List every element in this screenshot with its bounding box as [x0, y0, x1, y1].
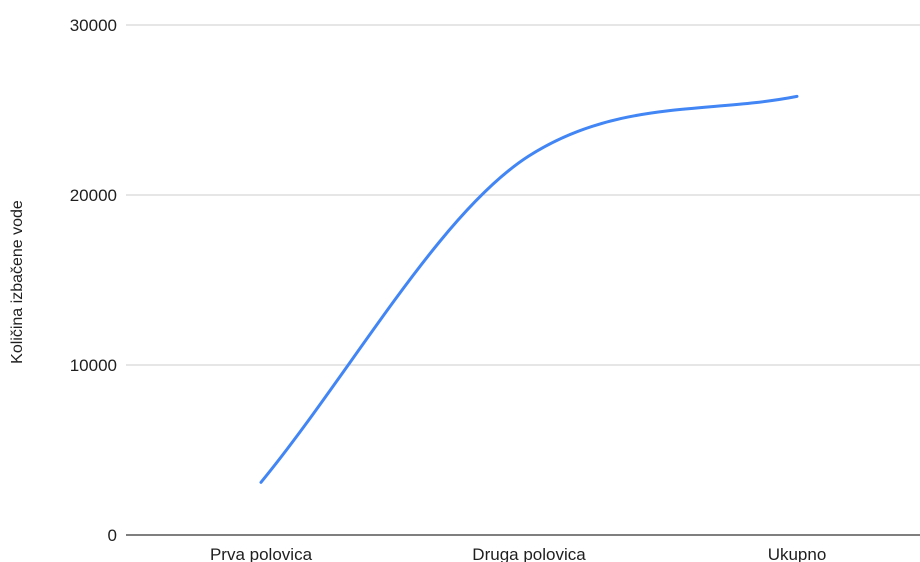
x-tick-label: Ukupno [768, 545, 827, 562]
y-tick-label: 10000 [70, 356, 117, 375]
series-layer [259, 94, 799, 484]
gridlines [126, 24, 920, 536]
x-tick-label: Prva polovica [210, 545, 313, 562]
y-axis-title: Količina izbačene vode [9, 200, 26, 364]
y-tick-label: 30000 [70, 16, 117, 35]
x-tick-label: Druga polovica [472, 545, 586, 562]
x-axis-tick-labels: Prva polovica Druga polovica Ukupno [210, 545, 826, 562]
y-tick-label: 20000 [70, 186, 117, 205]
y-tick-label: 0 [108, 526, 117, 545]
y-axis-tick-labels: 0 10000 20000 30000 [70, 16, 117, 545]
series-line [259, 94, 799, 484]
